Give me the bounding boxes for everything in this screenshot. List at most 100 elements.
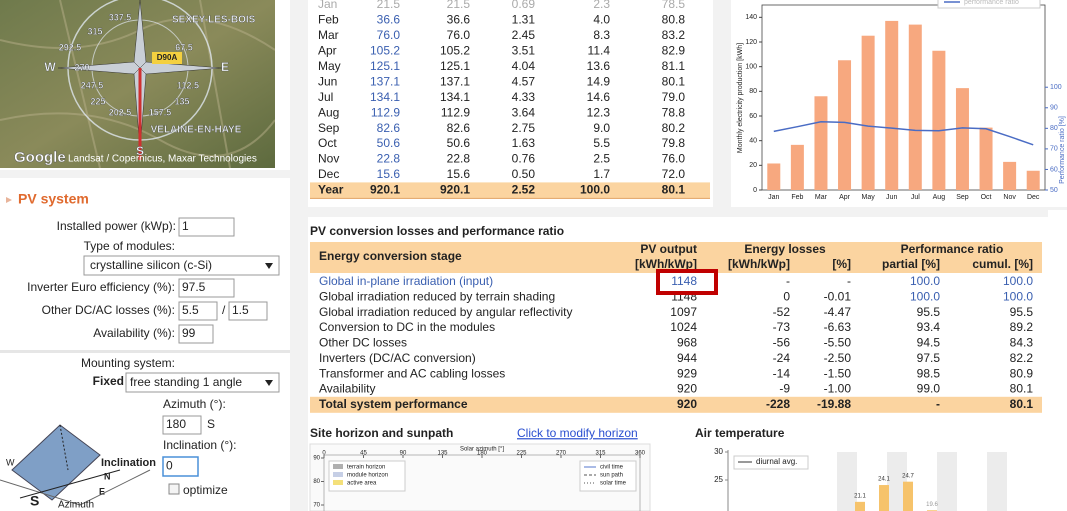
value-cell: 100.0 bbox=[910, 274, 940, 288]
input[interactable] bbox=[162, 415, 202, 435]
value-cell: -24 bbox=[773, 351, 791, 365]
input[interactable] bbox=[162, 456, 199, 477]
total-row-bg bbox=[310, 182, 710, 199]
value-cell: 11.4 bbox=[588, 44, 611, 58]
temp-bar bbox=[855, 501, 865, 511]
value-cell: 125.1 bbox=[440, 59, 470, 73]
value-cell: 50.6 bbox=[377, 136, 401, 150]
value-cell: -1.50 bbox=[824, 366, 852, 380]
header-cell: [%] bbox=[832, 257, 851, 271]
bar bbox=[932, 50, 946, 190]
value-cell: 82.9 bbox=[662, 44, 686, 58]
value-cell: 80.9 bbox=[1010, 366, 1034, 380]
value-cell: 14.6 bbox=[587, 90, 611, 104]
total-cell: 2.52 bbox=[512, 183, 536, 197]
legend-box bbox=[579, 460, 637, 492]
y-tick-label: 100 bbox=[745, 64, 757, 71]
value-cell: 0.69 bbox=[512, 0, 536, 11]
bar bbox=[1026, 170, 1040, 190]
value-cell: -1.00 bbox=[824, 382, 852, 396]
select[interactable] bbox=[83, 255, 280, 276]
margin bbox=[1048, 210, 1067, 511]
bar bbox=[814, 96, 828, 190]
value-cell: 83.2 bbox=[662, 28, 686, 42]
y-tick-label: 80 bbox=[749, 88, 757, 95]
total-cell: -228 bbox=[766, 397, 790, 411]
value-cell: 94.5 bbox=[917, 336, 941, 350]
total-cell: 920.1 bbox=[440, 183, 470, 197]
value-cell: 105.2 bbox=[440, 44, 470, 58]
month-cell: Jun bbox=[318, 74, 337, 88]
value-cell: 4.33 bbox=[512, 90, 536, 104]
value-cell: 134.1 bbox=[370, 90, 400, 104]
total-cell: 80.1 bbox=[1010, 397, 1034, 411]
x-tick-label: 90 bbox=[400, 451, 407, 457]
x-tick-label: Jul bbox=[911, 194, 920, 201]
map bbox=[0, 0, 275, 168]
stage-cell: Other DC losses bbox=[319, 336, 407, 350]
input[interactable] bbox=[178, 217, 235, 237]
checkbox[interactable] bbox=[168, 483, 180, 495]
month-cell: Sep bbox=[318, 121, 340, 135]
select-value: crystalline silicon (c-Si) bbox=[90, 258, 212, 272]
field-label: Availability (%): bbox=[93, 326, 175, 340]
value-cell: -5.50 bbox=[824, 336, 852, 350]
month-cell: Feb bbox=[318, 13, 339, 27]
x-tick-label: 135 bbox=[437, 451, 448, 457]
x-tick-label: Jun bbox=[886, 194, 897, 201]
value-cell: -73 bbox=[773, 320, 791, 334]
map-label: S bbox=[136, 144, 144, 158]
value-cell: 0 bbox=[783, 290, 790, 304]
bar bbox=[955, 88, 969, 190]
value-cell: 76.0 bbox=[662, 152, 686, 166]
field-label: Inclination (°): bbox=[163, 438, 237, 452]
value-cell: 1024 bbox=[670, 320, 697, 334]
input[interactable] bbox=[178, 278, 235, 298]
chart-bg bbox=[731, 0, 1067, 207]
month-cell: Oct bbox=[318, 136, 337, 150]
value-cell: 0.50 bbox=[512, 167, 536, 181]
diagram-label: E bbox=[99, 486, 105, 496]
legend-swatch bbox=[333, 472, 343, 477]
value-cell: 1097 bbox=[670, 305, 697, 319]
y-tick-label: 0 bbox=[753, 187, 757, 194]
field-label: Mounting system: bbox=[81, 356, 175, 370]
column-bg bbox=[937, 452, 957, 511]
column-bg bbox=[887, 452, 907, 511]
bar bbox=[790, 144, 804, 190]
select[interactable] bbox=[125, 372, 280, 393]
field-label: Inverter Euro efficiency (%): bbox=[27, 280, 175, 294]
value-cell: 1148 bbox=[671, 274, 697, 288]
month-cell: May bbox=[318, 59, 341, 73]
input[interactable] bbox=[178, 324, 214, 344]
value-cell: 105.2 bbox=[370, 44, 400, 58]
value-cell: 968 bbox=[677, 336, 697, 350]
map-label: 135 bbox=[174, 96, 189, 106]
y-tick-label: 120 bbox=[745, 39, 757, 46]
section-title: PV conversion losses and performance rat… bbox=[310, 224, 564, 238]
value-cell: -6.63 bbox=[824, 320, 852, 334]
field-label: Fixed bbox=[93, 374, 124, 388]
road-badge bbox=[152, 52, 182, 64]
value-cell: 82.2 bbox=[1010, 351, 1034, 365]
legend-label: active area bbox=[347, 481, 377, 487]
value-cell: 95.5 bbox=[917, 305, 941, 319]
value-cell: 79.0 bbox=[662, 90, 686, 104]
link[interactable]: Click to modify horizon bbox=[517, 426, 638, 440]
stage-cell: Inverters (DC/AC conversion) bbox=[319, 351, 476, 365]
map-label: VELAINE-EN-HAYE bbox=[151, 125, 242, 136]
y-tick-label: 60 bbox=[749, 113, 757, 120]
map-label: 112.5 bbox=[177, 80, 199, 90]
input[interactable] bbox=[178, 301, 218, 321]
value-cell: 84.3 bbox=[1010, 336, 1034, 350]
value-cell: -14 bbox=[773, 366, 791, 380]
map-label: SEXEY-LES-BOIS bbox=[172, 15, 256, 26]
y-tick-label: 80 bbox=[313, 479, 320, 485]
month-cell: Aug bbox=[318, 105, 339, 119]
input[interactable] bbox=[228, 301, 268, 321]
divider bbox=[308, 207, 1067, 217]
month-cell: Nov bbox=[318, 152, 339, 166]
map-label: 67.5 bbox=[175, 42, 193, 52]
total-cell: Total system performance bbox=[319, 397, 468, 411]
